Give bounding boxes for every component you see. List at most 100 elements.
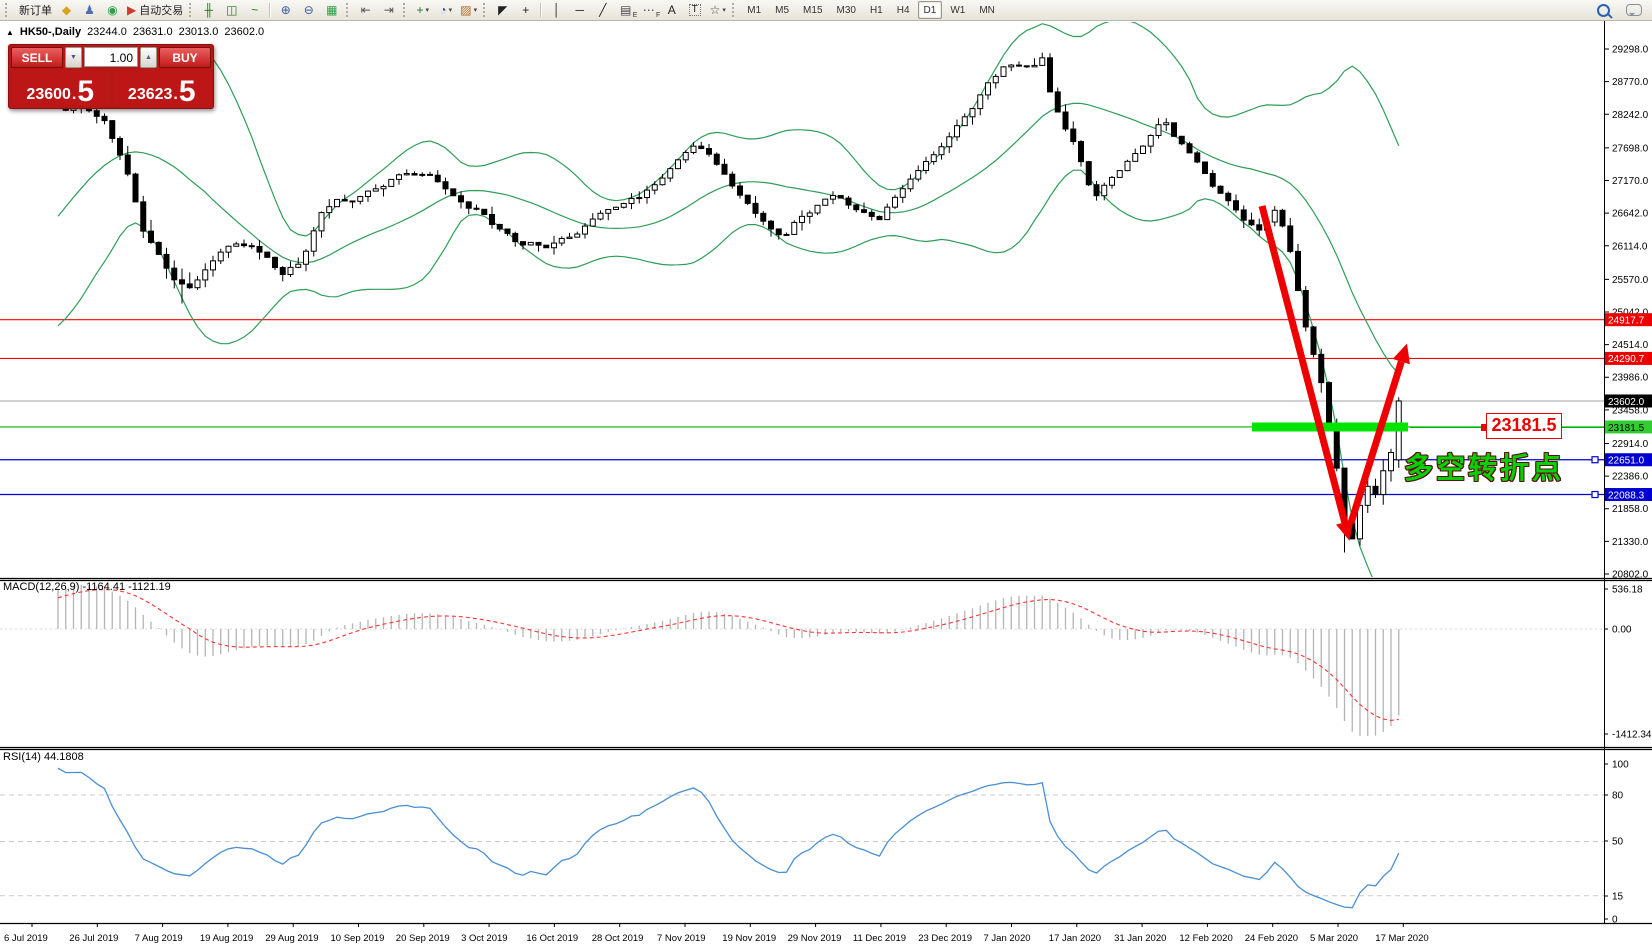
volume-input[interactable]: [84, 47, 138, 67]
bar-chart-icon[interactable]: ╫: [198, 2, 219, 19]
low-value: 23013.0: [178, 26, 219, 38]
volume-increase-button[interactable]: ▲: [140, 47, 157, 68]
svg-text:0.00: 0.00: [1612, 625, 1632, 636]
timeframe-d1[interactable]: D1: [917, 1, 943, 19]
fibonacci-icon[interactable]: ⋯ F: [638, 2, 661, 19]
toolbar-separator: [269, 3, 272, 17]
toolbar-grip: [5, 3, 10, 17]
timeframe-mn[interactable]: MN: [979, 4, 995, 16]
svg-text:536.18: 536.18: [1612, 585, 1643, 596]
templates-icon[interactable]: ▨ ▾: [458, 2, 479, 19]
horizontal-line-icon: ─: [575, 3, 584, 17]
date-axis-label: 26 Jul 2019: [69, 933, 118, 944]
new-order-button[interactable]: 新订单: [14, 2, 54, 19]
date-axis-label: 29 Nov 2019: [788, 933, 842, 944]
zoom-in-icon[interactable]: ⊕: [275, 2, 296, 19]
open-value: 23244.0: [87, 26, 127, 38]
svg-text:21858.0: 21858.0: [1612, 504, 1649, 515]
date-axis-label: 7 Nov 2019: [657, 933, 706, 944]
turning-point-annotation[interactable]: 多空转折点: [1404, 453, 1565, 485]
chart-window[interactable]: 29298.0 28770.0 28242.0 27698.0 27170.0 26642…: [0, 21, 1652, 944]
line-handle[interactable]: [1591, 490, 1599, 499]
svg-text:22914.0: 22914.0: [1612, 439, 1649, 450]
periods-icon-dropdown[interactable]: ▾: [448, 7, 453, 14]
equidistant-channel-icon[interactable]: ▤ E: [615, 2, 638, 19]
community-icon[interactable]: ♟: [79, 2, 100, 19]
chat-icon[interactable]: [1626, 4, 1642, 16]
trendline-icon[interactable]: ╱: [592, 2, 613, 19]
date-axis-label: 16 Oct 2019: [526, 933, 578, 944]
svg-text:20802.0: 20802.0: [1612, 570, 1649, 581]
svg-text:28770.0: 28770.0: [1612, 77, 1649, 88]
crosshair-icon[interactable]: +: [515, 2, 536, 19]
svg-text:21330.0: 21330.0: [1612, 537, 1649, 548]
timeframe-m15[interactable]: M15: [803, 4, 823, 16]
timeframe-h4[interactable]: H4: [896, 4, 910, 16]
equidistant-channel-icon-sub: E: [632, 11, 638, 19]
indicators-icon-dropdown[interactable]: ▾: [425, 7, 429, 14]
svg-text:23458.0: 23458.0: [1612, 405, 1649, 416]
crosshair-icon: +: [522, 3, 530, 17]
collapse-panel-icon[interactable]: ▲: [6, 27, 14, 37]
search-icon[interactable]: [1597, 3, 1610, 17]
line-chart-icon[interactable]: ~: [244, 2, 265, 19]
horizontal-line-icon[interactable]: ─: [569, 2, 590, 19]
auto-scroll-icon[interactable]: ⇤: [355, 2, 376, 19]
sell-price-dot: .: [71, 86, 77, 103]
line-handle[interactable]: [1591, 456, 1599, 464]
rsi-pane: [0, 767, 1604, 909]
price-badge: [1605, 394, 1652, 408]
date-axis-label: 11 Dec 2019: [853, 933, 906, 944]
arrow-objects-icon[interactable]: ☆ ▾: [707, 2, 728, 19]
chart-title: ▲ HK50-,Daily 23244.0 23631.0 23013.0 23…: [6, 26, 264, 38]
cursor-icon: ◤: [498, 3, 508, 17]
price-badge: [1605, 488, 1652, 502]
buy-button[interactable]: BUY: [159, 47, 211, 68]
arrow-objects-icon-dropdown[interactable]: ▾: [722, 7, 726, 14]
high-value: 23631.0: [132, 26, 173, 38]
timeframe-m1[interactable]: M1: [747, 4, 762, 16]
cursor-icon[interactable]: ◤: [492, 2, 513, 19]
buy-price[interactable]: 23623 . 5: [112, 70, 211, 106]
periods-icon: ◔: [439, 3, 447, 17]
buy-price-main: 23623: [127, 85, 173, 103]
vertical-line-icon: │: [552, 3, 561, 17]
price-chart-canvas[interactable]: 29298.0 28770.0 28242.0 27698.0 27170.0 26642…: [0, 21, 1652, 944]
text-label-icon[interactable]: T: [684, 2, 705, 19]
candlestick-chart-icon[interactable]: ◫: [221, 2, 242, 19]
svg-text:27170.0: 27170.0: [1612, 176, 1649, 187]
auto-trading-button[interactable]: ▶ 自动交易: [125, 2, 185, 19]
chart-shift-icon[interactable]: ⇥: [378, 2, 399, 19]
tile-windows-icon[interactable]: ▦: [321, 2, 342, 19]
templates-icon-dropdown[interactable]: ▾: [473, 7, 478, 14]
price-badge: [1605, 351, 1652, 365]
signals-icon[interactable]: ◉: [102, 2, 123, 19]
trend-arrow-up[interactable]: [1347, 360, 1405, 525]
community-icon: ♟: [84, 3, 95, 17]
auto-scroll-icon: ⇤: [360, 3, 371, 17]
vertical-line-icon[interactable]: │: [546, 2, 567, 19]
toolbar-grip: [403, 3, 408, 17]
toolbar-grip: [189, 3, 194, 17]
svg-text:28242.0: 28242.0: [1612, 110, 1649, 121]
zoom-out-icon[interactable]: ⊖: [298, 2, 319, 19]
history-chip-icon[interactable]: ◆: [56, 2, 77, 19]
timeframe-m5[interactable]: M5: [775, 4, 790, 16]
key-level-price-label[interactable]: 23181.5: [1486, 413, 1562, 439]
date-axis-label: 31 Jan 2020: [1114, 933, 1166, 944]
sell-price-big-digit: 5: [77, 74, 95, 108]
text-icon[interactable]: A: [661, 2, 682, 19]
periods-icon[interactable]: ◔ ▾: [435, 2, 456, 19]
rsi-indicator-label: RSI(14) 44.1808: [3, 751, 84, 763]
timeframe-w1[interactable]: W1: [950, 4, 966, 16]
volume-decrease-button[interactable]: ▼: [65, 47, 82, 68]
indicators-icon[interactable]: + ▾: [412, 2, 433, 19]
date-axis-label: 19 Nov 2019: [722, 933, 776, 944]
trend-arrow-down[interactable]: [1258, 205, 1349, 524]
timeframe-h1[interactable]: H1: [869, 4, 883, 16]
history-chip-icon: ◆: [61, 3, 72, 17]
sell-button[interactable]: SELL: [11, 47, 63, 68]
sell-price[interactable]: 23600 . 5: [11, 70, 110, 106]
timeframe-m30[interactable]: M30: [836, 4, 856, 16]
date-axis-label: 19 Aug 2019: [200, 933, 253, 944]
